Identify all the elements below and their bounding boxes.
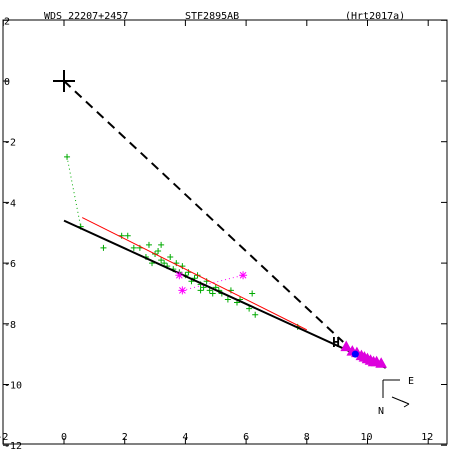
- reference-label: (Hrt2017a): [345, 11, 405, 22]
- x-tick-label: 4: [182, 432, 188, 443]
- measure-point: [252, 311, 259, 318]
- measure-point: [64, 153, 71, 160]
- primary-star-marker: [53, 70, 75, 92]
- speckle-point: [239, 271, 248, 280]
- y-tick-label: -8: [4, 320, 16, 331]
- y-tick-label: 2: [4, 16, 10, 27]
- measure-point: [124, 232, 131, 239]
- measure-point: [197, 287, 204, 294]
- measure-point: [167, 254, 174, 261]
- x-tick-label: -2: [0, 432, 8, 443]
- compass-north-label: N: [378, 406, 384, 417]
- x-tick-label: 8: [304, 432, 310, 443]
- x-tick-label: 2: [122, 432, 128, 443]
- measure-point: [158, 241, 165, 248]
- y-tick-label: -2: [4, 138, 16, 149]
- speckle-link: [182, 274, 244, 291]
- compass-arrow-icon: [391, 396, 410, 408]
- measure-point: [161, 260, 168, 267]
- measure-point: [224, 296, 231, 303]
- x-tick-label: 12: [421, 432, 433, 443]
- first-measure-link: [66, 156, 82, 227]
- x-tick-label: 6: [243, 432, 249, 443]
- measure-point: [100, 244, 107, 251]
- speckle-point: [178, 286, 187, 295]
- measure-point: [130, 244, 137, 251]
- y-tick-label: 0: [4, 77, 10, 88]
- measure-point: [155, 247, 162, 254]
- measure-point: [158, 257, 165, 264]
- measure-point: [209, 290, 216, 297]
- dashed-connector: [63, 80, 344, 343]
- compass-east-label: E: [408, 376, 414, 387]
- marker-h-label: H: [332, 336, 340, 351]
- measure-point: [206, 287, 213, 294]
- wds-id-label: WDS 22207+2457: [44, 11, 128, 22]
- recent-point: [340, 340, 353, 352]
- x-tick-label: 0: [61, 432, 67, 443]
- plot-frame: [2, 19, 448, 445]
- orbit-line: [63, 219, 387, 369]
- recent-point: [375, 357, 388, 368]
- measure-point: [246, 305, 253, 312]
- y-tick-label: -4: [4, 198, 16, 209]
- y-tick-label: -6: [4, 259, 16, 270]
- measure-point: [145, 241, 152, 248]
- y-tick-label: -10: [4, 381, 22, 392]
- discoverer-label: STF2895AB: [185, 11, 239, 22]
- compass: E N: [378, 376, 414, 417]
- highlight-point: [351, 350, 359, 358]
- y-tick-label: -12: [4, 441, 22, 450]
- linear-fit-line: [81, 217, 308, 331]
- x-tick-label: 10: [361, 432, 373, 443]
- speckle-point: [175, 271, 184, 280]
- measure-point: [249, 290, 256, 297]
